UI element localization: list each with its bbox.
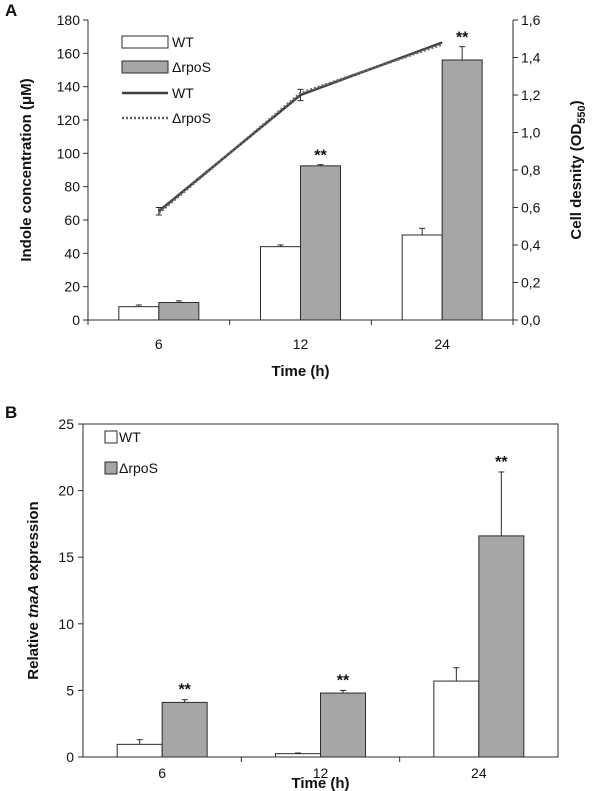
x-tick-label: 6 xyxy=(158,765,166,781)
bar-wt xyxy=(275,753,321,758)
bar-rpos xyxy=(478,535,525,758)
bar-rpos xyxy=(320,692,366,758)
panel-a-labels: 0 20 40 60 80 100 120 140 160 180 0,0 0,2 0,4 0,6 0,8 1… xyxy=(18,12,588,380)
x-tick-label: 24 xyxy=(471,765,487,781)
right-y-tick-label: 1,2 xyxy=(521,87,541,103)
y-tick-label: 0 xyxy=(66,749,74,765)
right-y-axis-title-close: ) xyxy=(568,100,585,105)
line-rpos xyxy=(158,43,443,215)
panel-b-legend: WT ΔrpoS xyxy=(104,429,158,476)
y-tick-label: 10 xyxy=(58,616,74,632)
significance-marker: ** xyxy=(178,682,191,699)
left-y-tick-label: 180 xyxy=(57,12,81,28)
y-axis-title-suffix: expression xyxy=(25,501,42,584)
panel-a-legend: WT ΔrpoS WT ΔrpoS xyxy=(121,34,211,126)
y-tick-label: 5 xyxy=(66,682,74,698)
bar-wt xyxy=(260,246,301,321)
right-y-axis-title: Cell desnity (OD550) xyxy=(568,100,588,239)
legend-label: WT xyxy=(119,429,141,445)
left-y-axis-title: Indole concentration (μM) xyxy=(18,78,35,261)
bar-rpos xyxy=(161,701,208,758)
right-y-tick-label: 1,0 xyxy=(521,125,541,141)
x-tick-label: 12 xyxy=(313,765,329,781)
x-axis-title: Time (h) xyxy=(271,363,329,380)
left-y-tick-label: 100 xyxy=(57,145,81,161)
right-y-tick-label: 0,2 xyxy=(521,275,541,291)
left-y-tick-label: 160 xyxy=(57,45,81,61)
bar-rpos xyxy=(441,59,483,321)
y-axis-title-gene: tnaA xyxy=(25,585,42,618)
right-y-axis-title-main: Cell desnity (OD xyxy=(568,124,585,240)
panel-b: B 0 5 10 15 20 25 6 12 24 ** ** ** Relative tnaA exp… xyxy=(5,403,559,791)
panel-b-bars xyxy=(116,471,525,758)
left-y-tick-label: 140 xyxy=(57,79,81,95)
legend-label: ΔrpoS xyxy=(119,460,158,476)
significance-marker: ** xyxy=(314,148,327,165)
left-y-tick-label: 60 xyxy=(64,212,80,228)
bar-wt xyxy=(433,680,480,758)
y-tick-label: 25 xyxy=(58,416,74,432)
panel-a-bars xyxy=(118,46,483,321)
x-tick-label: 12 xyxy=(293,336,309,352)
left-y-tick-label: 80 xyxy=(64,179,80,195)
left-y-tick-label: 0 xyxy=(72,312,80,328)
y-tick-label: 15 xyxy=(58,549,74,565)
right-y-axis-title-subscript: 550 xyxy=(576,105,588,123)
right-y-tick-label: 0,0 xyxy=(521,312,541,328)
left-y-tick-label: 20 xyxy=(64,279,80,295)
y-axis-title: Relative tnaA expression xyxy=(25,501,42,679)
legend-swatch-wt-bar xyxy=(121,35,169,49)
bar-wt xyxy=(401,234,443,321)
bar-rpos xyxy=(158,302,200,321)
significance-marker: ** xyxy=(456,30,469,47)
panel-letter-a: A xyxy=(5,1,17,20)
bar-wt xyxy=(118,306,160,321)
legend-label: WT xyxy=(172,85,194,101)
significance-marker: ** xyxy=(495,454,508,471)
legend-label: WT xyxy=(172,34,194,50)
right-y-tick-label: 0,6 xyxy=(521,200,541,216)
legend-swatch-rpos-bar xyxy=(121,60,169,74)
legend-swatch-rpos xyxy=(104,461,118,475)
panel-a: A 0 20 40 60 80 100 120 140 160 180 0,0 0,2 0,4 0,6 0,… xyxy=(5,1,588,380)
right-y-tick-label: 0,8 xyxy=(521,162,541,178)
bar-rpos xyxy=(300,165,341,321)
bar-wt xyxy=(116,743,163,758)
legend-label: ΔrpoS xyxy=(172,59,211,75)
y-tick-label: 20 xyxy=(58,483,74,499)
left-y-tick-label: 120 xyxy=(57,112,81,128)
x-tick-label: 6 xyxy=(155,336,163,352)
x-axis-title: Time (h) xyxy=(291,775,349,791)
right-y-tick-label: 1,4 xyxy=(521,50,541,66)
significance-marker: ** xyxy=(337,672,350,689)
panel-letter-b: B xyxy=(5,403,17,422)
right-y-tick-label: 0,4 xyxy=(521,237,541,253)
y-axis-title-prefix: Relative xyxy=(25,618,42,680)
left-y-tick-label: 40 xyxy=(64,245,80,261)
panel-a-lines xyxy=(155,41,443,216)
right-y-tick-label: 1,6 xyxy=(521,12,541,28)
panel-b-labels: 0 5 10 15 20 25 6 12 24 ** ** ** Relative tnaA expre… xyxy=(25,416,508,791)
legend-label: ΔrpoS xyxy=(172,110,211,126)
legend-swatch-wt xyxy=(104,430,118,444)
x-tick-label: 24 xyxy=(434,336,450,352)
